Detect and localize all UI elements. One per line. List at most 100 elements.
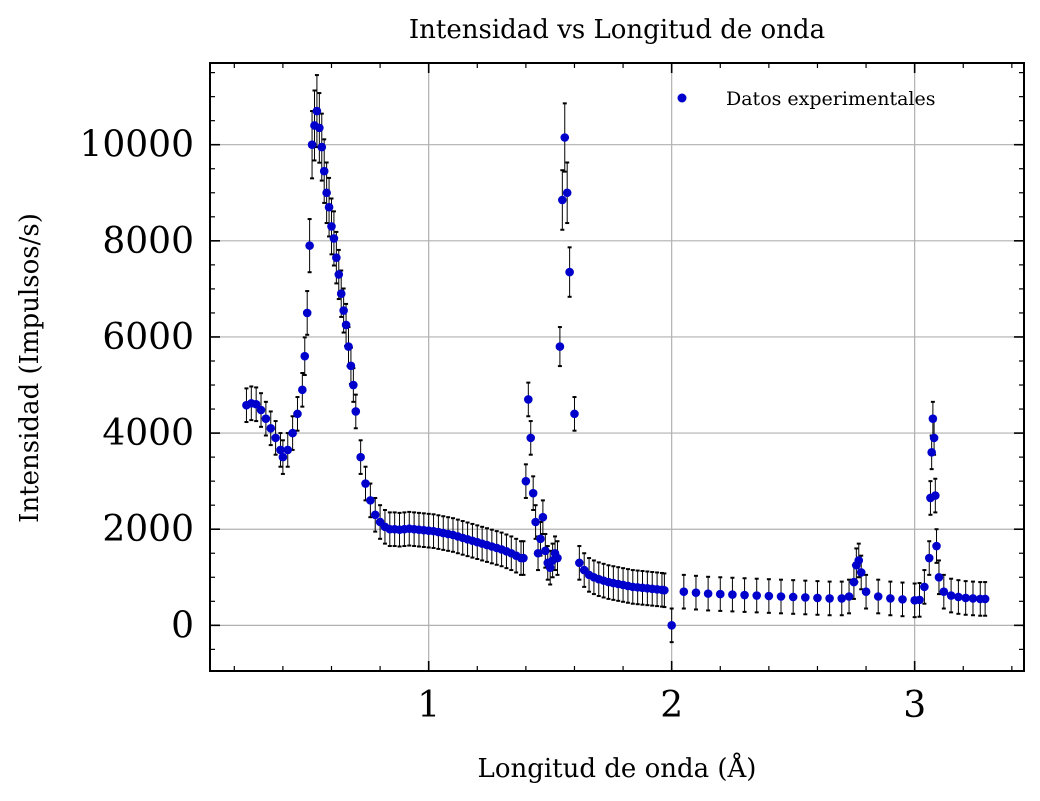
data-point [667,621,676,630]
data-point [565,267,574,277]
x-tick-label: 1 [417,685,440,726]
data-point [271,433,280,443]
data-point [801,593,810,602]
data-point [349,380,358,390]
data-point [854,556,864,565]
x-tick-label: 2 [660,685,683,726]
data-point [526,433,536,443]
data-point [305,241,314,250]
error-bars [244,74,988,644]
data-point [776,592,786,601]
y-tick-label: 10000 [79,125,194,166]
data-point [715,589,725,599]
data-point [293,409,302,419]
chart-title: Intensidad vs Longitud de onda [409,15,825,45]
data-point [519,553,528,563]
data-point [283,445,293,455]
data-point [339,306,348,315]
data-point [825,594,834,603]
data-point [276,445,285,455]
y-tick-label: 6000 [102,317,194,358]
data-point [844,592,854,601]
plot-frame [209,62,1025,672]
data-point [346,361,356,371]
data-point [558,195,567,205]
data-point [317,142,327,152]
data-point [261,414,271,423]
data-point [920,582,929,592]
data-point [521,476,531,486]
data-point [927,448,936,457]
data-point [298,385,307,395]
data-point [344,342,353,351]
data-point [861,587,871,596]
grid-lines [210,63,1024,671]
data-point [931,491,940,500]
data-point [660,585,669,595]
data-point [329,234,339,243]
data-point [356,452,365,462]
data-point [256,405,266,415]
y-axis-label: Intensidad (Impulsos/s) [15,213,45,523]
y-tick-label: 8000 [102,221,194,262]
data-point [886,594,895,603]
data-point [752,591,762,600]
data-point [334,270,344,279]
data-point [307,140,317,150]
data-point [898,595,907,604]
data-point [961,593,970,603]
data-point [764,591,774,601]
legend-entry: Datos experimentales [726,88,935,110]
data-point [351,407,361,416]
y-tick-label: 2000 [102,509,194,550]
data-point [319,166,329,176]
data-points [242,106,990,630]
x-tick-label: 3 [903,685,926,726]
data-point [932,541,941,551]
data-point [251,399,261,409]
data-point [545,563,555,572]
data-point [553,553,562,563]
data-point [946,591,956,600]
data-point [980,594,990,604]
x-axis-label: Longitud de onda (Å) [478,752,757,784]
data-point [873,592,883,601]
data-point [324,202,334,212]
data-point [740,590,749,600]
data-point [370,510,380,520]
data-point [849,577,859,587]
data-point [300,351,310,361]
data-point [954,592,963,602]
data-point [939,587,949,596]
data-point [813,593,822,603]
data-point [575,558,584,568]
y-tick-label: 4000 [102,413,194,454]
data-point [332,253,341,262]
data-point [322,188,331,198]
data-point [341,320,351,330]
data-point [856,568,866,577]
data-point [524,395,533,404]
data-point [562,188,572,198]
data-point [728,590,737,599]
data-point [278,452,288,462]
data-point [691,588,701,597]
data-point [924,553,934,563]
data-point [788,592,798,602]
data-point [531,517,540,527]
data-point [560,133,570,142]
data-point [528,488,538,498]
data-point [703,589,713,598]
data-point [366,496,375,505]
data-point [837,594,847,603]
data-point [555,342,565,351]
data-point [570,409,579,419]
legend: Datos experimentales [677,88,935,110]
data-point [361,479,370,488]
data-point [679,587,689,596]
data-point [336,289,346,299]
axis-ticks [210,63,1024,671]
data-point [533,548,543,558]
data-point [929,433,939,443]
data-point [934,572,944,582]
